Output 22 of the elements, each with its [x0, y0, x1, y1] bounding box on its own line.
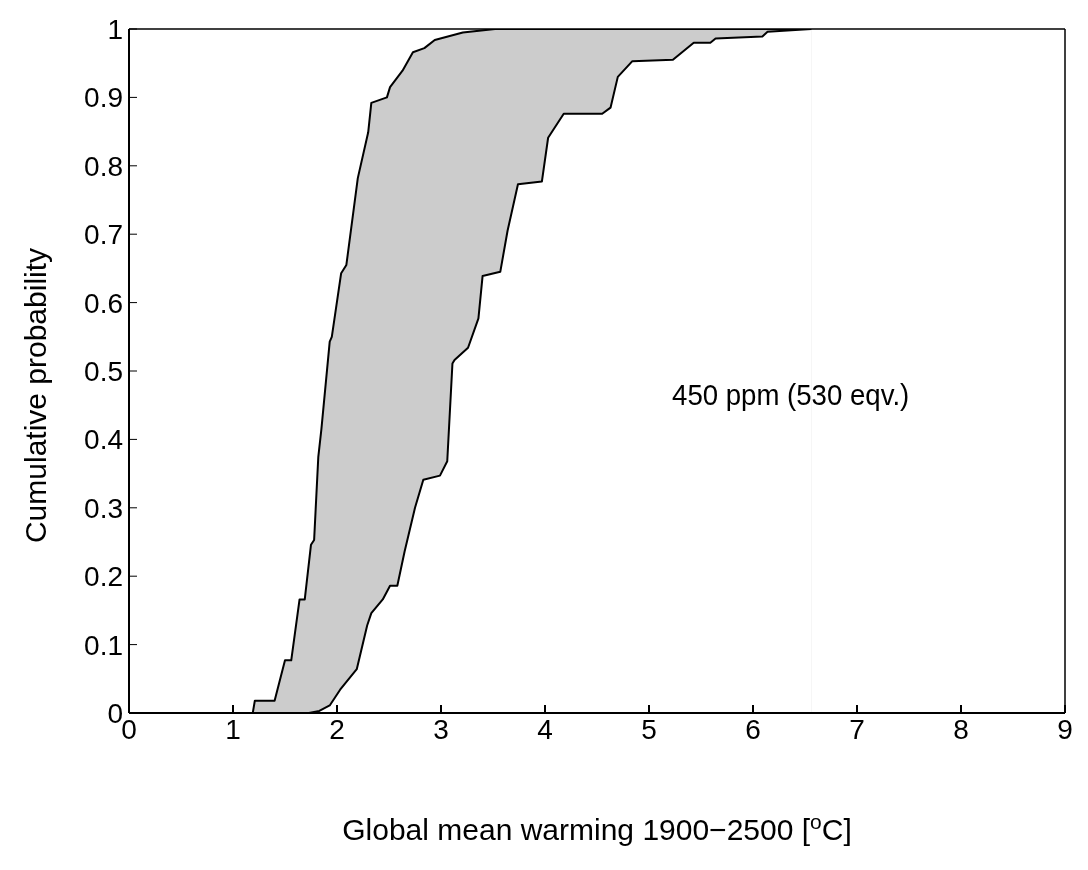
y-tick-label: 1 — [107, 13, 123, 45]
y-tick-label: 0.2 — [84, 561, 123, 593]
x-axis-title: Global mean warming 1900−2500 [$^{o}$C] — [342, 809, 852, 846]
x-tick-label: 3 — [433, 713, 449, 745]
x-tick-label: 2 — [329, 713, 345, 745]
y-tick-label: 0.5 — [84, 355, 123, 387]
y-tick-label: 0.9 — [84, 82, 123, 114]
x-tick-label: 7 — [849, 713, 865, 745]
y-tick-label: 0.7 — [84, 219, 123, 251]
x-tick-label: 5 — [641, 713, 657, 745]
y-axis-title: Cumulative probability — [19, 247, 52, 544]
y-tick-label: 0.6 — [84, 287, 123, 319]
y-tick-label: 0.1 — [84, 629, 123, 661]
y-tick-label: 0.3 — [84, 492, 123, 524]
x-tick-label: 4 — [537, 713, 553, 745]
x-tick-label: 6 — [745, 713, 761, 745]
x-tick-label: 9 — [1057, 713, 1073, 745]
y-tick-label: 0.8 — [84, 150, 123, 182]
annotation: 450 ppm (530 eqv.) — [672, 378, 910, 412]
x-tick-label: 8 — [953, 713, 969, 745]
x-tick-label: 1 — [225, 713, 241, 745]
y-tick-label: 0.4 — [84, 424, 123, 456]
